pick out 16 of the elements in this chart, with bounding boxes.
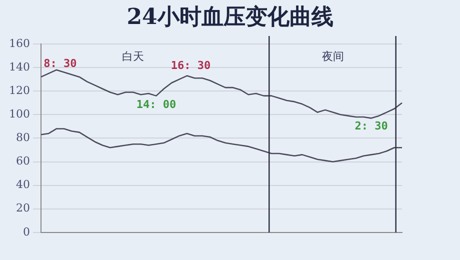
y-tick-label: 20	[16, 202, 30, 215]
annotation: 白天	[122, 50, 144, 63]
annotation: 14: 00	[136, 98, 176, 112]
y-tick-label: 120	[8, 84, 30, 97]
chart-title: 24小时血压变化曲线	[126, 3, 334, 32]
annotation: 8: 30	[44, 56, 77, 70]
annotation: 16: 30	[170, 59, 211, 72]
y-tick-label: 40	[16, 178, 30, 192]
y-tick-label: 0	[22, 225, 30, 238]
y-tick-label: 100	[8, 108, 30, 121]
y-tick-label: 60	[16, 154, 30, 168]
y-tick-label: 140	[8, 60, 30, 74]
annotation: 夜间	[322, 50, 344, 63]
y-tick-label: 160	[8, 36, 30, 50]
annotation: 2: 30	[354, 119, 388, 132]
y-tick-label: 80	[16, 131, 30, 144]
